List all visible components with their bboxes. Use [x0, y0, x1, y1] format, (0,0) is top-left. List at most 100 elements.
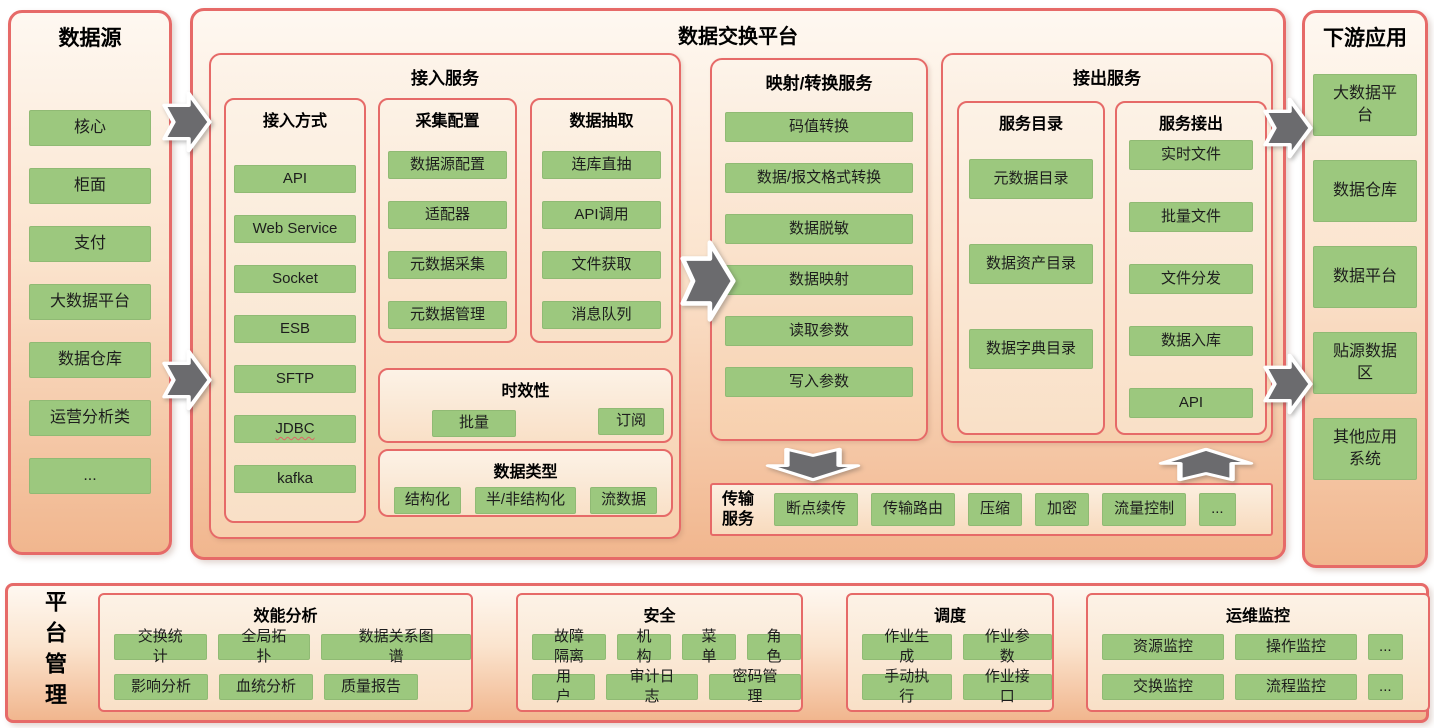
arrow-right-icon	[680, 240, 736, 322]
timeliness-title: 时效性	[501, 383, 550, 400]
scheduling-item: 作业参数	[962, 628, 1052, 665]
transport-item: 传输路由	[871, 493, 956, 526]
arrow-right-icon	[1263, 97, 1313, 159]
timeliness-item: 批量	[432, 410, 516, 437]
access-service-title: 接入服务	[411, 69, 479, 88]
flow-arrow-access-to-mapping	[679, 238, 737, 324]
data-source-item: 核心	[29, 110, 151, 146]
service-catalog-item: 元数据目录	[969, 159, 1093, 199]
mapping-service-item: 码值转换	[725, 112, 913, 142]
data-source-item: 数据仓库	[29, 342, 151, 378]
mapping-service-list: 码值转换 数据/报文格式转换 数据脱敏 数据映射 读取参数 写入参数	[712, 112, 926, 397]
access-method-item: API	[234, 165, 356, 193]
monitoring-item-more: ...	[1368, 634, 1403, 660]
effectiveness-row: 交换统计 全局拓扑 数据关系图谱	[114, 628, 472, 665]
data-extraction-item: 文件获取	[542, 251, 661, 279]
effectiveness-row: 影响分析 血统分析 质量报告	[114, 674, 471, 700]
data-source-item: 大数据平台	[29, 284, 151, 320]
service-catalog-item: 数据字典目录	[969, 329, 1093, 369]
panel-security: 安全 故障隔离 机构 菜单 角色 用户 审计日志 密码管理	[516, 593, 803, 712]
collection-config-item: 数据源配置	[388, 151, 507, 179]
platform-title: 数据交换平台	[678, 26, 798, 48]
flow-arrow-platform-to-downstream-bottom	[1262, 352, 1314, 416]
downstream-title: 下游应用	[1323, 27, 1407, 50]
flow-arrow-mapping-to-transport	[763, 447, 863, 482]
effectiveness-title: 效能分析	[253, 608, 318, 625]
mapping-service-title: 映射/转换服务	[765, 74, 873, 93]
security-item: 角色	[747, 628, 801, 665]
arrow-right-icon	[162, 349, 212, 411]
data-extraction-item: 连库直抽	[542, 151, 661, 179]
access-methods-list: API Web Service Socket ESB SFTP JDBC kaf…	[226, 165, 364, 493]
transport-item: 流量控制	[1102, 493, 1187, 526]
data-type-item: 结构化	[393, 487, 461, 514]
data-type-item: 流数据	[590, 487, 658, 514]
scheduling-row: 手动执行 作业接口	[862, 668, 1052, 705]
panel-effectiveness-analysis: 效能分析 交换统计 全局拓扑 数据关系图谱 影响分析 血统分析 质量报告	[98, 593, 473, 712]
service-serve-item: 批量文件	[1129, 202, 1253, 232]
collection-config-item: 元数据采集	[388, 251, 507, 279]
panel-mapping-service: 映射/转换服务 码值转换 数据/报文格式转换 数据脱敏 数据映射 读取参数 写入…	[710, 58, 928, 441]
security-item: 审计日志	[606, 668, 698, 705]
service-catalog-item: 数据资产目录	[969, 244, 1093, 284]
flow-arrow-source-to-platform-bottom	[161, 348, 213, 412]
panel-data-extraction: 数据抽取 连库直抽 API调用 文件获取 消息队列	[530, 98, 673, 343]
panel-ops-monitoring: 运维监控 资源监控 操作监控 ... 交换监控 流程监控 ...	[1086, 593, 1430, 712]
transport-item: 断点续传	[774, 493, 859, 526]
mapping-service-item: 写入参数	[725, 367, 913, 397]
monitoring-row: 资源监控 操作监控 ...	[1102, 634, 1428, 660]
security-item: 菜单	[682, 628, 736, 665]
monitoring-item: 交换监控	[1102, 674, 1225, 700]
data-sources-list: 核心 柜面 支付 大数据平台 数据仓库 运营分析类 ...	[11, 110, 169, 494]
collection-config-item: 元数据管理	[388, 301, 507, 329]
scheduling-item: 作业接口	[962, 668, 1052, 705]
panel-access-service: 接入服务 接入方式 API Web Service Socket ESB SFT…	[209, 53, 681, 539]
transport-service-list: 断点续传 传输路由 压缩 加密 流量控制 ...	[774, 493, 1236, 526]
panel-service-catalog: 服务目录 元数据目录 数据资产目录 数据字典目录	[957, 101, 1105, 435]
collection-config-title: 采集配置	[415, 113, 480, 130]
panel-access-methods: 接入方式 API Web Service Socket ESB SFTP JDB…	[224, 98, 366, 523]
monitoring-row: 交换监控 流程监控 ...	[1102, 674, 1428, 700]
scheduling-item: 作业生成	[862, 628, 952, 665]
mapping-service-item: 数据/报文格式转换	[725, 163, 913, 193]
downstream-item: 其他应用系统	[1313, 418, 1417, 480]
panel-service-serve: 服务接出 实时文件 批量文件 文件分发 数据入库 API	[1115, 101, 1267, 435]
effectiveness-item: 影响分析	[114, 674, 209, 700]
data-extraction-item: API调用	[542, 201, 661, 229]
data-extraction-item: 消息队列	[542, 301, 661, 329]
collection-config-list: 数据源配置 适配器 元数据采集 元数据管理	[380, 151, 515, 329]
scheduling-row: 作业生成 作业参数	[862, 628, 1052, 665]
effectiveness-item: 交换统计	[114, 628, 207, 665]
collection-config-item: 适配器	[388, 201, 507, 229]
monitoring-item: 资源监控	[1102, 634, 1225, 660]
access-method-item: kafka	[234, 465, 356, 493]
scheduling-item: 手动执行	[862, 668, 952, 705]
service-catalog-list: 元数据目录 数据资产目录 数据字典目录	[959, 159, 1103, 369]
transport-item: 加密	[1035, 493, 1090, 526]
monitoring-item-more: ...	[1368, 674, 1403, 700]
security-item: 用户	[532, 668, 595, 705]
monitoring-title: 运维监控	[1225, 608, 1290, 625]
data-source-item-more: ...	[29, 458, 151, 494]
effectiveness-item: 数据关系图谱	[321, 628, 472, 665]
panel-exchange-platform: 数据交换平台 接入服务 接入方式 API Web Service Socket …	[190, 8, 1286, 560]
data-sources-title: 数据源	[58, 27, 122, 50]
arrow-right-icon	[1263, 353, 1313, 415]
monitoring-item: 操作监控	[1235, 634, 1358, 660]
effectiveness-item: 全局拓扑	[217, 628, 311, 665]
access-method-item: Socket	[234, 265, 356, 293]
security-item: 密码管理	[709, 668, 801, 705]
access-method-item: ESB	[234, 315, 356, 343]
service-serve-item: API	[1129, 388, 1253, 418]
effectiveness-item: 质量报告	[324, 674, 419, 700]
flow-arrow-platform-to-downstream-top	[1262, 96, 1314, 160]
panel-transport-service: 传输服务 断点续传 传输路由 压缩 加密 流量控制 ...	[710, 483, 1273, 536]
service-serve-item: 文件分发	[1129, 264, 1253, 294]
panel-output-service: 接出服务 服务目录 元数据目录 数据资产目录 数据字典目录 服务接出 实时文件 …	[941, 53, 1273, 443]
service-serve-list: 实时文件 批量文件 文件分发 数据入库 API	[1117, 140, 1265, 418]
transport-item: 压缩	[968, 493, 1023, 526]
data-extraction-title: 数据抽取	[569, 113, 634, 130]
arrow-right-icon	[162, 91, 212, 153]
data-source-item: 支付	[29, 226, 151, 262]
